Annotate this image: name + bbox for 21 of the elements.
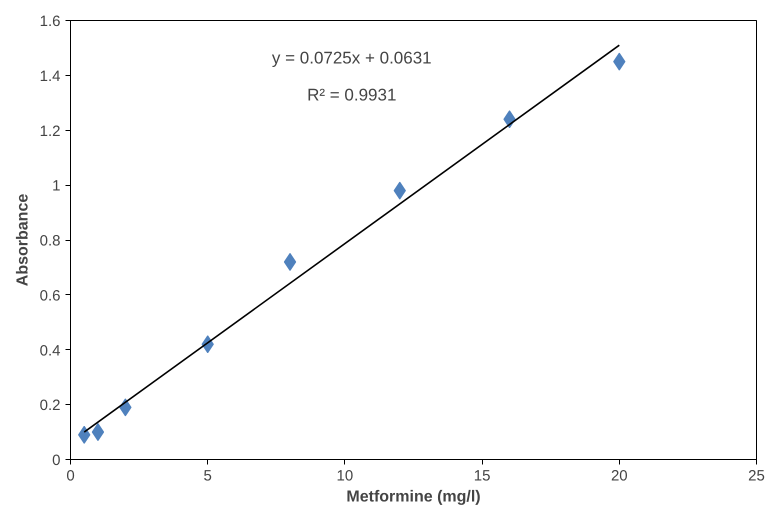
x-axis-title: Metformine (mg/l) bbox=[346, 488, 481, 506]
y-tick-label: 0.2 bbox=[40, 397, 61, 414]
y-tick-label: 0.8 bbox=[40, 232, 61, 250]
x-tick-label: 20 bbox=[610, 468, 628, 484]
x-tick-label: 5 bbox=[204, 468, 212, 484]
y-tick-label: 1.6 bbox=[40, 13, 61, 30]
y-axis-title: Absorbance bbox=[14, 194, 32, 286]
point bbox=[92, 423, 104, 442]
annotation: y = 0.0725x + 0.0631 bbox=[272, 48, 432, 68]
y-tick-label: 1.4 bbox=[40, 68, 61, 85]
point bbox=[284, 252, 296, 271]
annotation: R² = 0.9931 bbox=[307, 86, 396, 105]
y-tick-label: 0 bbox=[52, 452, 60, 469]
x-tick-label: 0 bbox=[66, 468, 75, 484]
x-tick-label: 10 bbox=[336, 468, 354, 484]
x-tick-label: 25 bbox=[748, 468, 765, 484]
y-tick-label: 0.6 bbox=[40, 287, 61, 304]
x-tick-label: 15 bbox=[474, 468, 490, 484]
y-tick-label: 1 bbox=[52, 178, 60, 195]
y-tick-label: 1.2 bbox=[40, 122, 61, 140]
y-tick-label: 0.4 bbox=[40, 342, 61, 360]
